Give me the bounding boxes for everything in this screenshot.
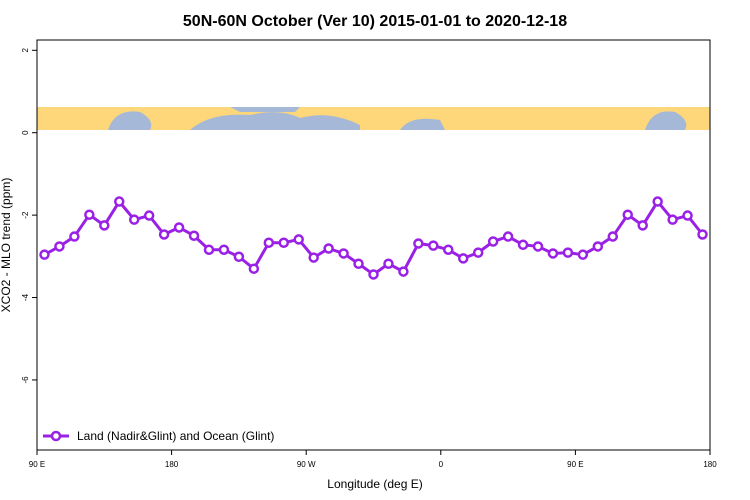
data-point	[263, 237, 275, 248]
x-axis-label: Longitude (deg E)	[327, 477, 422, 491]
y-tick-label: -4	[21, 293, 30, 301]
data-point	[637, 220, 648, 231]
data-point	[428, 240, 439, 251]
legend-marker	[50, 430, 62, 442]
data-point	[487, 236, 499, 247]
data-point	[39, 249, 50, 260]
x-tick-label: 90 E	[29, 460, 45, 469]
chart-title: 50N-60N October (Ver 10) 2015-01-01 to 2…	[183, 13, 567, 30]
data-point	[383, 258, 394, 269]
x-tick-label: 180	[703, 460, 717, 469]
map-strip	[37, 107, 710, 130]
data-point	[323, 243, 334, 254]
data-point	[457, 253, 469, 264]
x-tick-label: 0	[439, 460, 444, 469]
data-point	[158, 229, 170, 240]
data-point	[54, 241, 65, 252]
data-point	[607, 231, 619, 242]
data-point	[203, 244, 215, 255]
data-point	[413, 238, 424, 249]
data-line	[43, 198, 704, 277]
data-point	[293, 234, 304, 245]
y-tick-label: -6	[21, 376, 30, 384]
data-point	[547, 248, 559, 259]
data-point	[532, 241, 544, 252]
data-point	[353, 258, 364, 269]
data-point	[592, 241, 604, 252]
data-point	[143, 210, 155, 221]
data-point	[562, 247, 574, 258]
legend-label: Land (Nadir&Glint) and Ocean (Glint)	[77, 429, 274, 443]
data-point	[652, 196, 663, 207]
data-point	[577, 249, 589, 260]
data-point	[667, 214, 678, 225]
x-tick-label: 180	[165, 460, 179, 469]
data-point	[308, 252, 319, 263]
data-point	[248, 263, 260, 274]
y-axis-label: XCO2 - MLO trend (ppm)	[0, 178, 13, 313]
data-point	[502, 231, 514, 242]
y-tick-label: 0	[21, 130, 30, 135]
x-tick-label: 90 E	[567, 460, 583, 469]
data-point	[622, 209, 633, 220]
y-tick-label: -2	[21, 211, 30, 219]
data-point	[368, 269, 379, 280]
plot-frame	[36, 39, 711, 451]
data-point	[517, 239, 529, 251]
data-point	[173, 222, 185, 233]
data-point	[443, 244, 454, 255]
data-point	[278, 237, 290, 248]
data-point	[128, 214, 140, 225]
data-point	[472, 247, 484, 258]
data-point	[114, 196, 125, 207]
data-point	[99, 220, 110, 231]
data-point	[398, 266, 409, 277]
data-point	[338, 248, 349, 259]
data-point	[84, 209, 95, 220]
data-point	[218, 244, 230, 255]
data-point	[69, 231, 80, 242]
data-point	[697, 229, 708, 240]
data-point	[233, 251, 245, 262]
y-tick-label: 2	[21, 48, 30, 53]
x-tick-label: 90 W	[297, 460, 316, 469]
data-point	[188, 230, 200, 241]
data-point	[682, 210, 693, 221]
